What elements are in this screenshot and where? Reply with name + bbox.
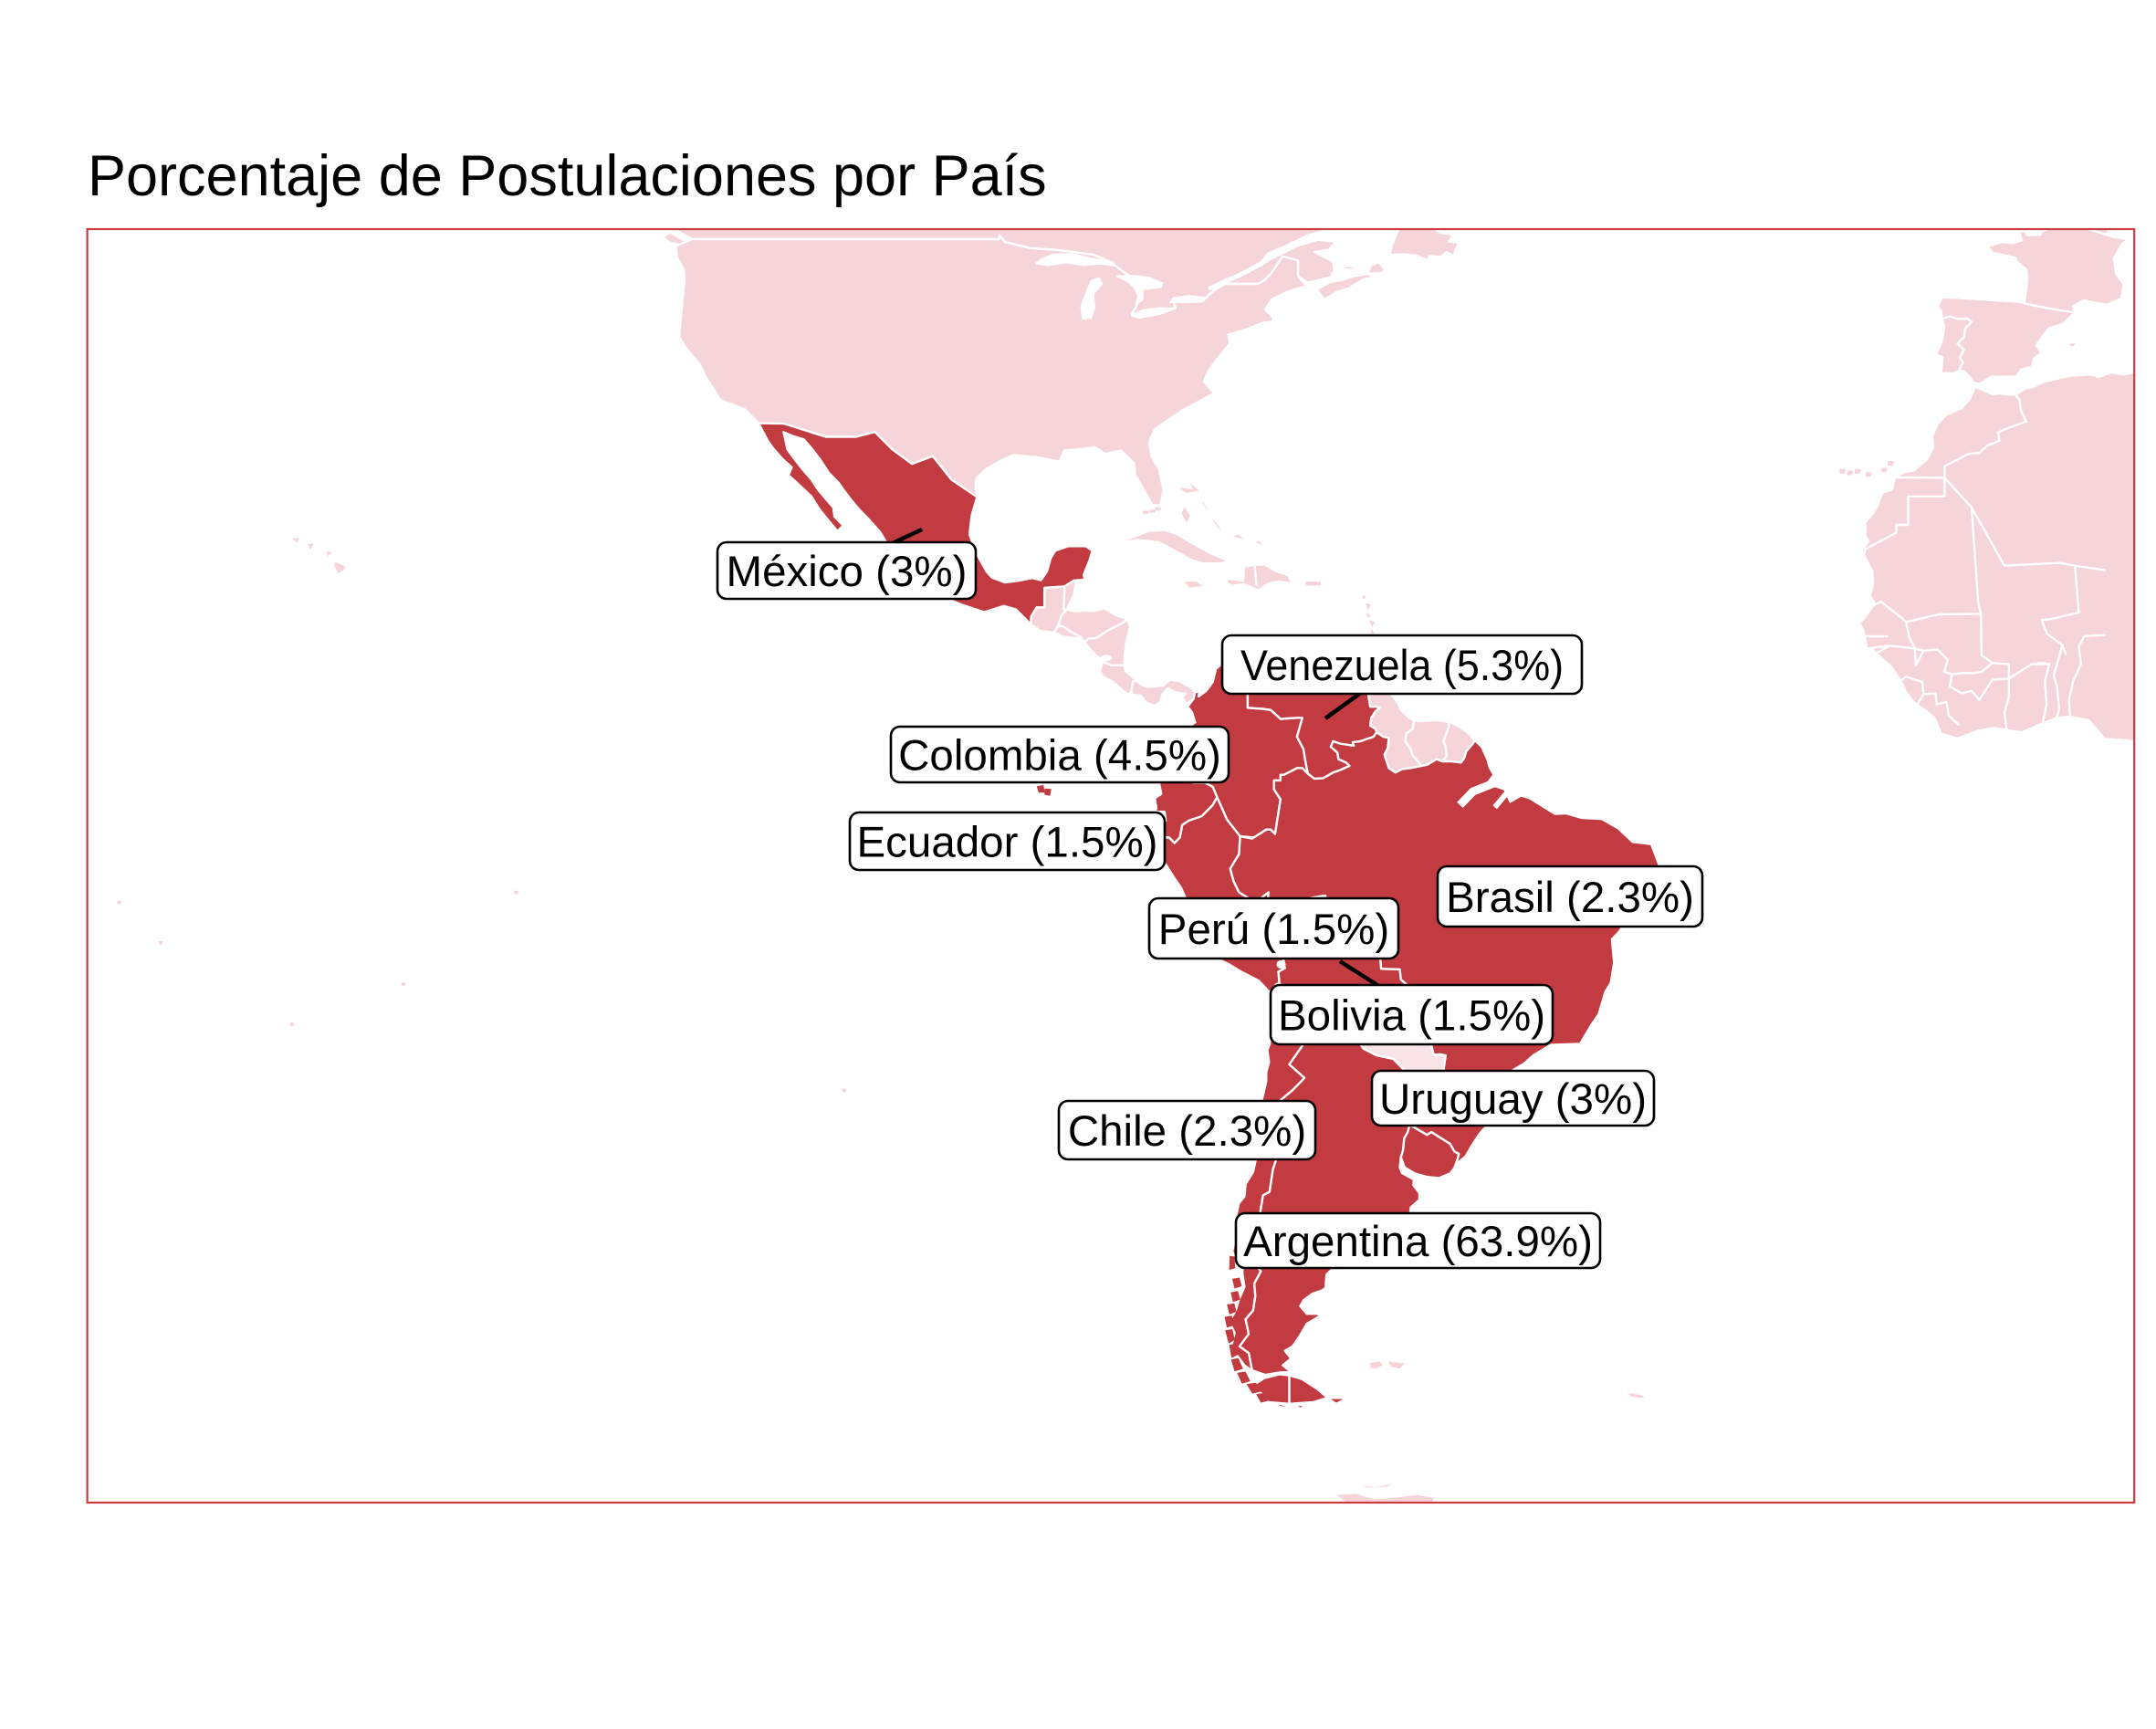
svg-text:Porcentaje de Postulaciones po: Porcentaje de Postulaciones por País xyxy=(88,144,1047,208)
svg-text:Ecuador (1.5%): Ecuador (1.5%) xyxy=(856,819,1157,867)
svg-text:Bolivia (1.5%): Bolivia (1.5%) xyxy=(1278,992,1545,1041)
svg-text:Uruguay (3%): Uruguay (3%) xyxy=(1379,1075,1647,1124)
svg-text:Argentina (63.9%): Argentina (63.9%) xyxy=(1243,1218,1593,1266)
svg-text:Venezuela (5.3%): Venezuela (5.3%) xyxy=(1240,642,1564,690)
svg-text:Perú (1.5%): Perú (1.5%) xyxy=(1158,906,1389,954)
svg-text:Brasil (2.3%): Brasil (2.3%) xyxy=(1446,874,1694,922)
svg-text:Colombia (4.5%): Colombia (4.5%) xyxy=(898,732,1221,781)
svg-text:Chile (2.3%): Chile (2.3%) xyxy=(1068,1107,1306,1156)
svg-text:México (3%): México (3%) xyxy=(727,548,968,596)
